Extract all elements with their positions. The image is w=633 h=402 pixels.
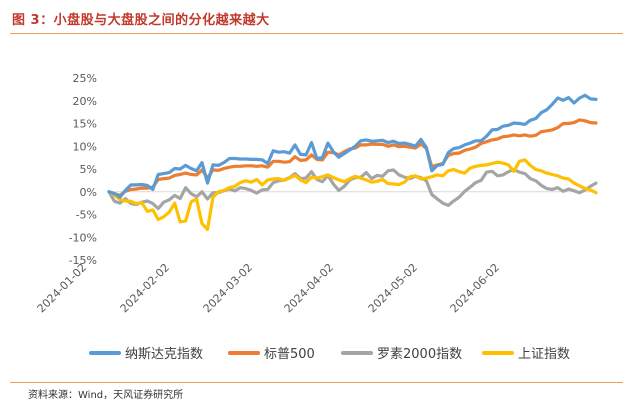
y-tick-label: -5% [76,209,97,222]
legend-label-1: 标普500 [264,347,315,362]
top-divider [10,33,623,34]
y-tick-label: -15% [69,254,97,267]
series-line-3 [107,158,598,232]
y-tick-label: 5% [80,163,97,176]
legend-label-0: 纳斯达克指数 [125,347,203,362]
series-line-0 [107,93,598,199]
y-tick-label: 10% [73,140,97,153]
series-line-1 [107,118,598,197]
figure-title: 图 3：小盘股与大盘股之间的分化越来越大 [12,13,270,28]
x-tick-label: 2024-06-02 [448,261,502,315]
y-tick-label: -10% [69,231,97,244]
y-tick-label: 20% [73,95,97,108]
y-tick-label: 15% [73,118,97,131]
y-tick-label: 25% [73,72,97,85]
source-note: 资料来源：Wind，天风证券研究所 [28,390,184,401]
y-tick-label: 0% [80,186,97,199]
x-tick-label: 2024-04-02 [282,261,336,315]
x-tick-label: 2024-01-02 [35,261,89,315]
x-tick-label: 2024-05-02 [366,261,420,315]
x-tick-label: 2024-02-02 [118,261,172,315]
x-tick-label: 2024-03-02 [201,261,255,315]
legend-label-2: 罗素2000指数 [377,347,462,362]
bottom-divider [10,382,623,383]
legend-label-3: 上证指数 [518,347,570,362]
